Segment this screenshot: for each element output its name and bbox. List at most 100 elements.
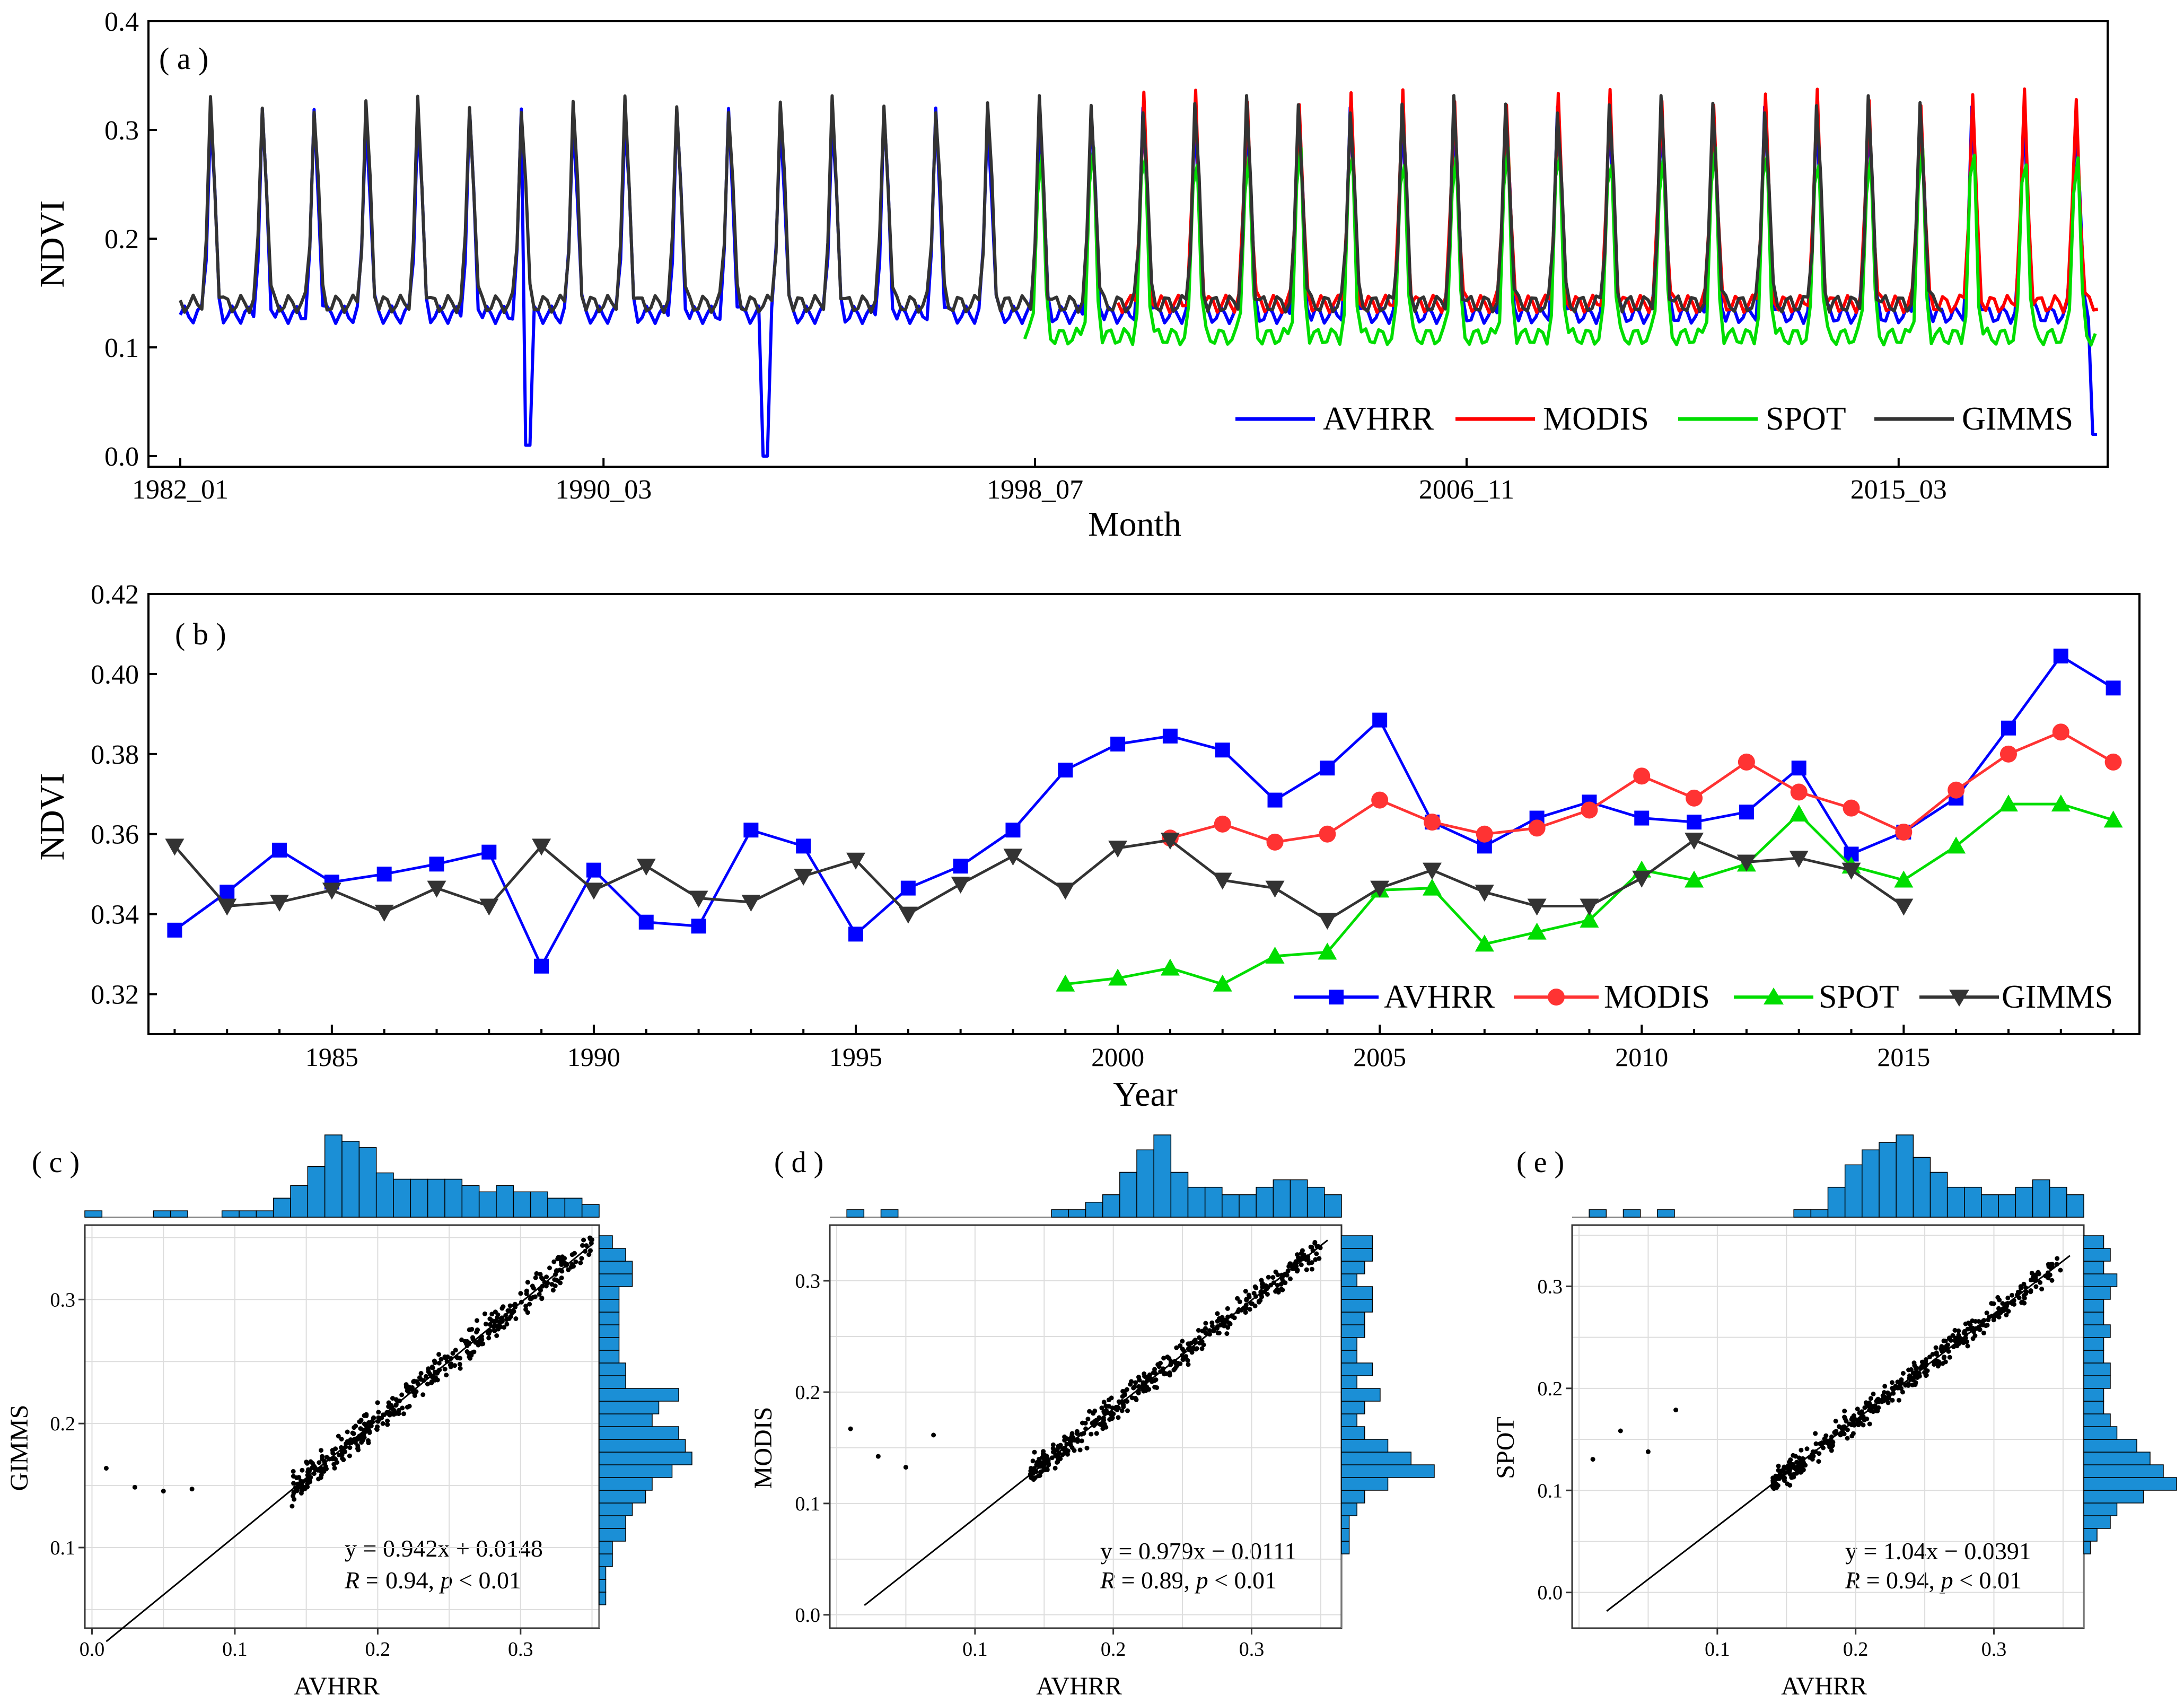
panel-e-point xyxy=(1817,1451,1822,1456)
panel-b-marker-modis xyxy=(1948,781,1965,799)
panel-e-point xyxy=(1833,1419,1838,1424)
panel-c-point xyxy=(376,1410,381,1415)
panel-c-point xyxy=(573,1259,578,1264)
panel-d-top-hist-bar xyxy=(1153,1134,1172,1218)
panel-d-right-hist-bar xyxy=(1341,1299,1373,1313)
panel-e-stats: R = 0.94, p < 0.01 xyxy=(1845,1567,2022,1594)
panel-e-right-hist-bar xyxy=(2083,1528,2098,1542)
panel-a-xtick-label: 1998_07 xyxy=(987,475,1083,505)
panel-b-marker-gimms xyxy=(689,890,708,908)
panel-e-ytick-label: 0.3 xyxy=(1538,1275,1563,1298)
panel-b-marker-avhrr xyxy=(691,919,706,934)
panel-c-point xyxy=(320,1454,325,1459)
panel-d-point xyxy=(931,1432,936,1438)
panel-e-label: ( e ) xyxy=(1516,1146,1564,1179)
panel-e-point xyxy=(1906,1383,1911,1388)
panel-b-line-gimms xyxy=(173,838,1905,922)
panel-c-point xyxy=(430,1365,435,1370)
panel-c-right-hist-bar xyxy=(599,1426,679,1440)
panel-d-xtick-label: 0.2 xyxy=(1101,1638,1126,1661)
panel-e-equation: y = 1.04x − 0.0391 xyxy=(1845,1537,2031,1565)
panel-c-right-hist-bar xyxy=(599,1553,613,1567)
panel-e-point xyxy=(1788,1472,1794,1478)
panel-b-marker-avhrr xyxy=(1162,728,1178,744)
panel-d-point xyxy=(1314,1251,1319,1256)
panel-b-line-modis xyxy=(1170,730,2114,844)
panel-b-xtick-label: 1995 xyxy=(829,1042,882,1072)
panel-b-ytick-label: 0.40 xyxy=(91,660,139,690)
panel-e-right-hist-bar xyxy=(2083,1401,2104,1414)
panel-c-point xyxy=(432,1358,437,1364)
panel-c-point xyxy=(333,1457,338,1462)
panel-e-point xyxy=(1850,1431,1856,1436)
panel-c-point xyxy=(336,1434,341,1439)
panel-c-stats-end: < 0.01 xyxy=(453,1567,521,1594)
panel-b-marker-spot xyxy=(1160,958,1180,976)
panel-c-ytick-label: 0.1 xyxy=(50,1537,76,1559)
panel-d-stats-p: p xyxy=(1195,1567,1208,1594)
panel-d-point xyxy=(1125,1399,1130,1404)
panel-d-point xyxy=(1041,1449,1046,1454)
panel-a-frame xyxy=(147,20,2109,468)
panel-e: ( e ) SPOT AVHRR y = 1.04x − 0.0391 R = … xyxy=(1492,1134,2177,1700)
panel-d-point xyxy=(1235,1296,1240,1301)
panel-b-xtick-label: 2015 xyxy=(1877,1042,1930,1072)
panel-d-point xyxy=(1099,1422,1104,1427)
panel-e-point xyxy=(1964,1339,1969,1344)
panel-b-marker-modis xyxy=(1528,819,1546,837)
panel-c-point xyxy=(501,1304,506,1309)
panel-d-point xyxy=(1124,1387,1129,1392)
panel-c-point xyxy=(487,1322,493,1327)
panel-d-point xyxy=(1161,1356,1166,1361)
panel-d-point xyxy=(1174,1345,1179,1350)
panel-c-point xyxy=(319,1448,323,1453)
panel-d-point xyxy=(1275,1283,1280,1288)
panel-e-point xyxy=(1795,1467,1801,1473)
panel-d-point xyxy=(1299,1251,1304,1256)
panel-b-marker-modis xyxy=(1476,825,1493,843)
panel-e-point xyxy=(1896,1397,1901,1403)
panel-e-right-hist-bar xyxy=(2083,1375,2111,1389)
panel-b-marker-avhrr xyxy=(1110,736,1126,751)
panel-d-point xyxy=(1131,1385,1136,1391)
legend-b-avhrr: AVHRR xyxy=(1384,979,1495,1015)
panel-e-ytick-label: 0.0 xyxy=(1538,1582,1563,1604)
panel-b-marker-gimms xyxy=(1475,885,1494,902)
panel-c-right-hist-bar xyxy=(599,1261,633,1274)
panel-c-point xyxy=(458,1366,463,1371)
panel-c-xtick-label: 0.0 xyxy=(80,1638,105,1661)
panel-b-marker-gimms xyxy=(1422,862,1442,880)
panel-c-point xyxy=(533,1275,538,1280)
panel-c-top-hist-bar xyxy=(170,1210,188,1218)
panel-a-label: ( a ) xyxy=(159,41,208,76)
panel-c-point xyxy=(549,1282,555,1287)
legend-a-gimms: GIMMS xyxy=(1962,401,2073,437)
panel-d-point xyxy=(1094,1431,1099,1436)
panel-c-frame xyxy=(84,1224,600,1629)
panel-b-legend: AVHRR MODIS SPOT GIMMS xyxy=(1294,979,2113,1015)
panel-d-point xyxy=(875,1454,881,1459)
panel-d-point xyxy=(1317,1256,1322,1261)
panel-d-point xyxy=(848,1426,853,1431)
panel-b-marker-spot xyxy=(1422,878,1442,896)
panel-b-marker-avhrr xyxy=(638,914,654,930)
panel-c-top-hist-bar xyxy=(393,1178,411,1218)
panel-b-marker-spot xyxy=(1527,922,1547,940)
panel-d-right-hist-bar xyxy=(1341,1324,1365,1338)
panel-d-point xyxy=(1275,1272,1280,1278)
panel-c-point xyxy=(366,1440,371,1446)
panel-b-ytick-label: 0.34 xyxy=(91,900,139,930)
panel-c-point xyxy=(306,1467,311,1472)
panel-d-point xyxy=(1107,1417,1112,1422)
panel-d-equation: y = 0.979x − 0.0111 xyxy=(1100,1537,1296,1565)
panel-e-point xyxy=(1797,1463,1803,1469)
panel-e-point xyxy=(1981,1330,1986,1335)
panel-e-point xyxy=(2049,1278,2055,1283)
panel-c-xtick-label: 0.1 xyxy=(222,1638,248,1661)
panel-e-point xyxy=(1839,1425,1844,1430)
panel-e-right-hist-bar xyxy=(2083,1477,2177,1491)
panel-d-ytick-label: 0.0 xyxy=(795,1604,821,1627)
panel-c-equation: y = 0.942x + 0.0148 xyxy=(345,1535,543,1562)
panel-d-point xyxy=(1046,1461,1051,1466)
panel-d-point xyxy=(1188,1341,1194,1346)
